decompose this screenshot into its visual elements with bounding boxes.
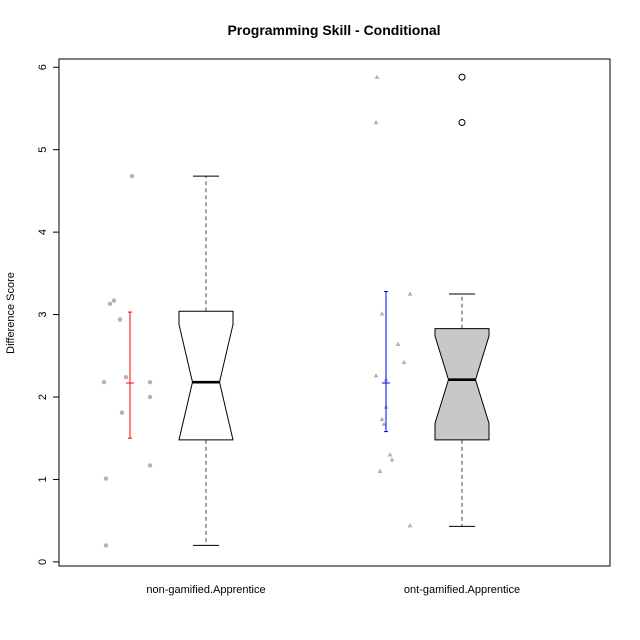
y-tick-label: 0 xyxy=(37,559,49,565)
mean-ci-bars xyxy=(126,290,390,439)
box-body xyxy=(434,328,490,441)
jitter-point xyxy=(373,119,379,125)
jitter-point xyxy=(407,291,413,296)
jitter-point xyxy=(123,375,129,380)
jitter-point xyxy=(401,359,407,365)
jitter-point xyxy=(117,317,123,322)
outlier-point xyxy=(458,118,466,126)
jitter-point xyxy=(119,410,125,415)
y-axis-label: Difference Score xyxy=(5,272,17,354)
jitter-point xyxy=(129,173,135,179)
jitter-point xyxy=(387,452,393,457)
jitter-point xyxy=(111,298,117,303)
jitter-point xyxy=(147,394,153,400)
y-tick-label: 3 xyxy=(37,311,49,317)
y-tick-label: 6 xyxy=(37,64,49,70)
boxes xyxy=(178,73,490,546)
y-tick-label: 4 xyxy=(37,229,49,235)
jitter-point xyxy=(377,468,383,473)
jitter-point xyxy=(395,341,401,347)
jitter-point xyxy=(381,421,387,427)
y-tick-label: 5 xyxy=(37,147,49,153)
jitter-point xyxy=(379,416,385,422)
jitter-point xyxy=(374,74,380,79)
jitter-point xyxy=(103,476,109,481)
jitter-point xyxy=(103,543,109,548)
outlier-point xyxy=(458,73,466,81)
jitter-point xyxy=(407,523,413,528)
x-tick-label: non-gamified.Apprentice xyxy=(146,584,265,596)
y-tick-label: 1 xyxy=(37,476,49,482)
jitter-point xyxy=(379,311,385,316)
chart-title: Programming Skill - Conditional xyxy=(227,22,440,38)
jitter-point xyxy=(389,457,395,462)
jitter-point xyxy=(107,301,113,307)
y-tick-label: 2 xyxy=(37,394,49,400)
x-axis: non-gamified.Apprentice ont-gamified.Appr… xyxy=(146,584,520,596)
jitter-point xyxy=(101,379,107,385)
x-tick-label: ont-gamified.Apprentice xyxy=(404,584,520,596)
jitter-point xyxy=(373,372,379,378)
plot-frame xyxy=(58,58,611,567)
box-body xyxy=(178,310,234,441)
jitter-point xyxy=(147,463,153,468)
jitter-point xyxy=(147,379,153,385)
jitter-points xyxy=(101,74,413,548)
y-axis: 0 1 2 3 4 5 6 xyxy=(37,64,59,565)
